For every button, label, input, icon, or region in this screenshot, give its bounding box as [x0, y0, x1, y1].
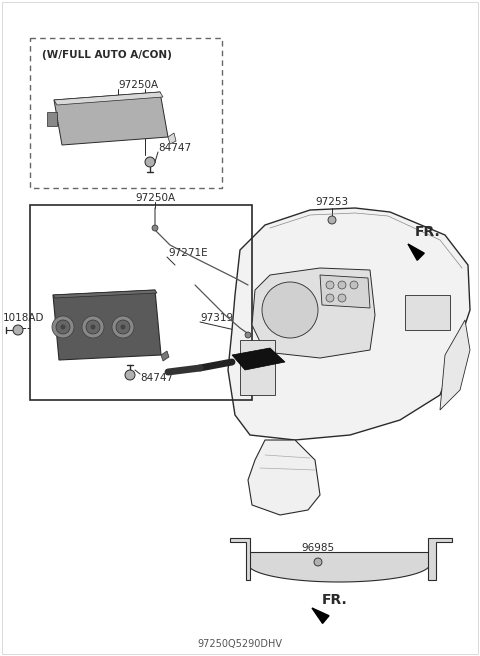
Circle shape — [112, 316, 134, 338]
Text: FR.: FR. — [322, 593, 348, 607]
Text: (W/FULL AUTO A/CON): (W/FULL AUTO A/CON) — [42, 50, 172, 60]
Circle shape — [86, 320, 100, 334]
Polygon shape — [428, 538, 452, 580]
Polygon shape — [230, 538, 250, 580]
Polygon shape — [161, 351, 169, 361]
Polygon shape — [168, 133, 176, 144]
Circle shape — [262, 282, 318, 338]
Text: 97319: 97319 — [200, 313, 233, 323]
Polygon shape — [54, 92, 163, 105]
Text: 97250Q5290DHV: 97250Q5290DHV — [197, 639, 283, 649]
Circle shape — [52, 316, 74, 338]
Text: 97250A: 97250A — [135, 193, 175, 203]
Polygon shape — [320, 275, 370, 308]
Circle shape — [145, 157, 155, 167]
Polygon shape — [408, 244, 424, 260]
Text: 97250A: 97250A — [118, 80, 158, 90]
Circle shape — [350, 281, 358, 289]
Text: 84747: 84747 — [158, 143, 191, 153]
Polygon shape — [232, 348, 285, 370]
Polygon shape — [53, 290, 157, 298]
Polygon shape — [312, 608, 329, 623]
Polygon shape — [228, 208, 470, 440]
Text: FR.: FR. — [415, 225, 441, 239]
Polygon shape — [53, 290, 161, 360]
Circle shape — [91, 325, 96, 329]
Circle shape — [245, 332, 251, 338]
Text: 97271E: 97271E — [168, 248, 208, 258]
Circle shape — [328, 216, 336, 224]
Circle shape — [338, 281, 346, 289]
Polygon shape — [54, 92, 168, 145]
Circle shape — [326, 294, 334, 302]
Circle shape — [338, 294, 346, 302]
Circle shape — [326, 281, 334, 289]
Circle shape — [125, 370, 135, 380]
Text: 96985: 96985 — [301, 543, 335, 553]
Text: 1018AD: 1018AD — [3, 313, 45, 323]
Circle shape — [56, 320, 70, 334]
Circle shape — [82, 316, 104, 338]
Text: 97253: 97253 — [315, 197, 348, 207]
Bar — [30, 205, 252, 400]
Polygon shape — [440, 320, 470, 410]
Circle shape — [13, 325, 23, 335]
Circle shape — [152, 225, 158, 231]
Circle shape — [314, 558, 322, 566]
Circle shape — [60, 325, 65, 329]
Polygon shape — [252, 268, 375, 358]
Circle shape — [120, 325, 125, 329]
Bar — [240, 340, 275, 395]
Text: 84747: 84747 — [140, 373, 173, 383]
Polygon shape — [248, 440, 320, 515]
Circle shape — [116, 320, 130, 334]
Bar — [30, 38, 222, 188]
Bar — [47, 112, 57, 126]
Bar — [405, 295, 450, 330]
